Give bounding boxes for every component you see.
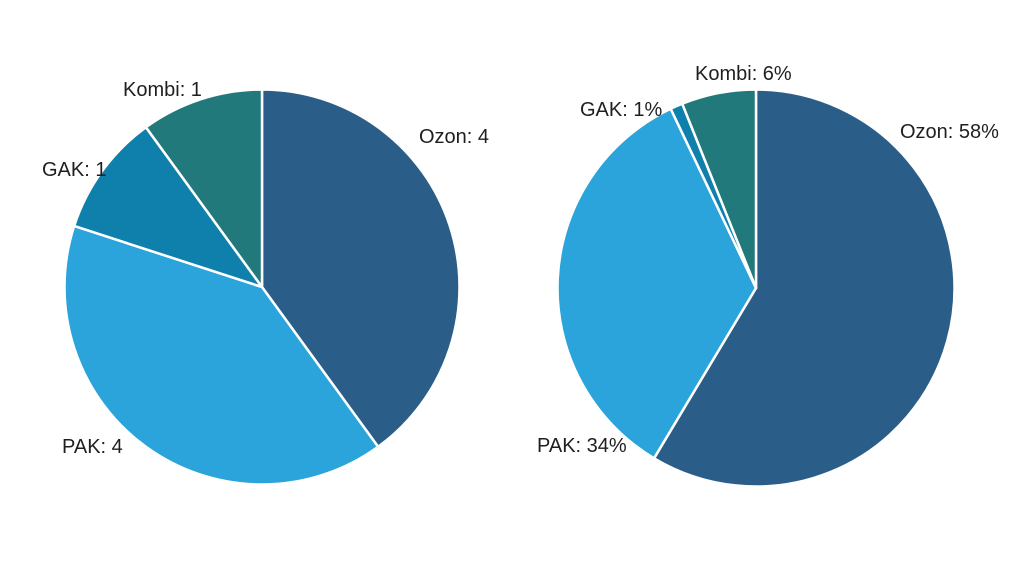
counts-label-ozon: Ozon: 4 bbox=[419, 126, 490, 148]
counts-pie-slice-kombi bbox=[144, 88, 264, 289]
counts-label-gak: GAK: 1 bbox=[42, 159, 107, 181]
percentages-label-ozon: Ozon: 58% bbox=[900, 121, 999, 143]
percentages-pie-slice-pak bbox=[556, 107, 758, 460]
percentages-pie-slice-ozon bbox=[652, 88, 956, 488]
counts-label-pak: PAK: 4 bbox=[62, 436, 123, 458]
percentages-label-kombi: Kombi: 6% bbox=[695, 63, 792, 85]
percentages-label-pak: PAK: 34% bbox=[537, 435, 627, 457]
counts-pie-slice-gak bbox=[72, 125, 264, 289]
counts-label-kombi: Kombi: 1 bbox=[123, 79, 202, 101]
counts-pie-slice-pak bbox=[63, 224, 380, 486]
percentages-pie-slice-kombi bbox=[680, 88, 758, 290]
pie-chart-percentages bbox=[556, 88, 956, 488]
percentages-label-gak: GAK: 1% bbox=[580, 99, 663, 121]
pie-chart-counts bbox=[63, 88, 461, 486]
counts-pie-slice-ozon bbox=[260, 88, 461, 449]
